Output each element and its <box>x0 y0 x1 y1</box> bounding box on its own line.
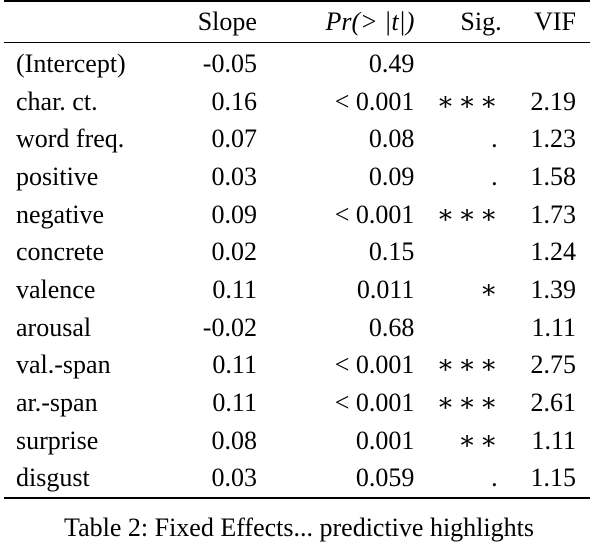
cell-sig: ∗ <box>479 274 502 304</box>
table-top-rule <box>4 0 590 2</box>
cell-sig: ∗∗∗ <box>436 86 502 116</box>
cell-vif: 1.39 <box>530 274 577 304</box>
table-row: (Intercept) -0.05 0.49 <box>4 43 590 83</box>
cell-sig: ∗∗∗ <box>436 388 502 418</box>
table-row: concrete 0.02 0.15 1.24 <box>4 233 590 271</box>
cell-sig <box>414 43 501 83</box>
table-caption: Table 2: Fixed Effects... predictive hig… <box>64 513 534 542</box>
cell-name: concrete <box>16 237 105 267</box>
cell-sig: . <box>491 161 502 191</box>
cell-pr: 0.08 <box>368 124 415 154</box>
cell-slope: 0.11 <box>212 274 257 304</box>
cell-vif: 2.19 <box>530 86 577 116</box>
table-row: valence 0.11 0.011 ∗ 1.39 <box>4 271 590 309</box>
cell-slope: 0.09 <box>211 199 257 229</box>
cell-pr: < 0.001 <box>334 199 415 229</box>
table-row: disgust 0.03 0.059. 1.15 <box>4 460 590 498</box>
cell-sig: ∗∗∗ <box>436 350 502 380</box>
cell-pr: 0.011 <box>356 274 415 304</box>
cell-pr: < 0.001 <box>334 86 415 116</box>
cell-slope: 0.11 <box>212 388 257 418</box>
cell-pr: < 0.001 <box>334 350 415 380</box>
cell-sig: . <box>491 124 502 154</box>
cell-slope: 0.03 <box>211 161 257 191</box>
cell-sig <box>414 309 501 347</box>
table-header-row: Slope Pr(> |t|) Sig. VIF <box>4 2 590 43</box>
table-row: word freq. 0.07 0.08. 1.23 <box>4 120 590 158</box>
cell-slope: 0.11 <box>212 350 257 380</box>
cell-pr: < 0.001 <box>334 388 415 418</box>
cell-slope: -0.05 <box>202 48 257 78</box>
table-bottom-rule <box>4 497 590 500</box>
cell-vif: 1.73 <box>530 199 577 229</box>
table-row: positive 0.03 0.09. 1.58 <box>4 158 590 196</box>
cell-slope: -0.02 <box>202 312 257 342</box>
table-row: ar.-span 0.11 < 0.001 ∗∗∗ 2.61 <box>4 384 590 422</box>
cell-name: surprise <box>16 425 99 455</box>
table-row: char. ct. 0.16 < 0.001 ∗∗∗ 2.19 <box>4 83 590 121</box>
cell-slope: 0.08 <box>211 425 257 455</box>
cell-vif: 1.15 <box>530 463 577 493</box>
table-row: arousal -0.02 0.68 1.11 <box>4 309 590 347</box>
table-row: negative 0.09 < 0.001 ∗∗∗ 1.73 <box>4 196 590 234</box>
cell-pr: 0.49 <box>368 48 415 78</box>
cell-vif: 1.11 <box>531 425 576 455</box>
cell-name: (Intercept) <box>16 48 126 78</box>
cell-sig: ∗∗ <box>458 425 502 455</box>
cell-pr: 0.001 <box>355 425 415 455</box>
cell-vif: 2.61 <box>530 388 577 418</box>
cell-vif: 1.11 <box>531 312 576 342</box>
cell-name: valence <box>16 274 96 304</box>
cell-pr: 0.09 <box>368 161 415 191</box>
cell-name: char. ct. <box>16 86 98 116</box>
cell-name: arousal <box>16 312 92 342</box>
cell-name: disgust <box>16 463 90 493</box>
regression-table-container: Slope Pr(> |t|) Sig. VIF (Intercept) -0.0… <box>4 0 594 500</box>
cell-pr: 0.15 <box>368 237 415 267</box>
cell-slope: 0.03 <box>211 463 257 493</box>
cell-slope: 0.07 <box>211 124 257 154</box>
header-vif: VIF <box>534 7 576 36</box>
header-sig: Sig. <box>460 7 502 36</box>
table-row: surprise 0.08 0.001 ∗∗ 1.11 <box>4 422 590 460</box>
cell-name: word freq. <box>16 124 125 154</box>
cell-sig: ∗∗∗ <box>436 199 502 229</box>
cell-name: val.-span <box>16 350 111 380</box>
table-row: val.-span 0.11 < 0.001 ∗∗∗ 2.75 <box>4 347 590 385</box>
cell-vif: 1.23 <box>530 124 577 154</box>
header-pr: Pr(> |t|) <box>325 7 415 36</box>
cell-pr: 0.059 <box>355 463 415 493</box>
cell-sig: . <box>491 463 502 493</box>
cell-vif <box>502 43 590 83</box>
cell-slope: 0.16 <box>211 86 257 116</box>
cell-vif: 1.24 <box>530 237 577 267</box>
cell-name: positive <box>16 161 99 191</box>
table-body: (Intercept) -0.05 0.49 char. ct. 0.16 < 0.001… <box>4 43 590 498</box>
header-name <box>4 2 170 43</box>
fixed-effects-table: Slope Pr(> |t|) Sig. VIF (Intercept) -0.0… <box>4 2 590 497</box>
cell-name: ar.-span <box>16 388 98 418</box>
cell-name: negative <box>16 199 105 229</box>
cell-vif: 2.75 <box>530 350 577 380</box>
cell-pr: 0.68 <box>368 312 415 342</box>
cell-sig <box>414 233 501 271</box>
cell-vif: 1.58 <box>530 161 577 191</box>
header-slope: Slope <box>197 7 257 36</box>
cell-slope: 0.02 <box>211 237 257 267</box>
